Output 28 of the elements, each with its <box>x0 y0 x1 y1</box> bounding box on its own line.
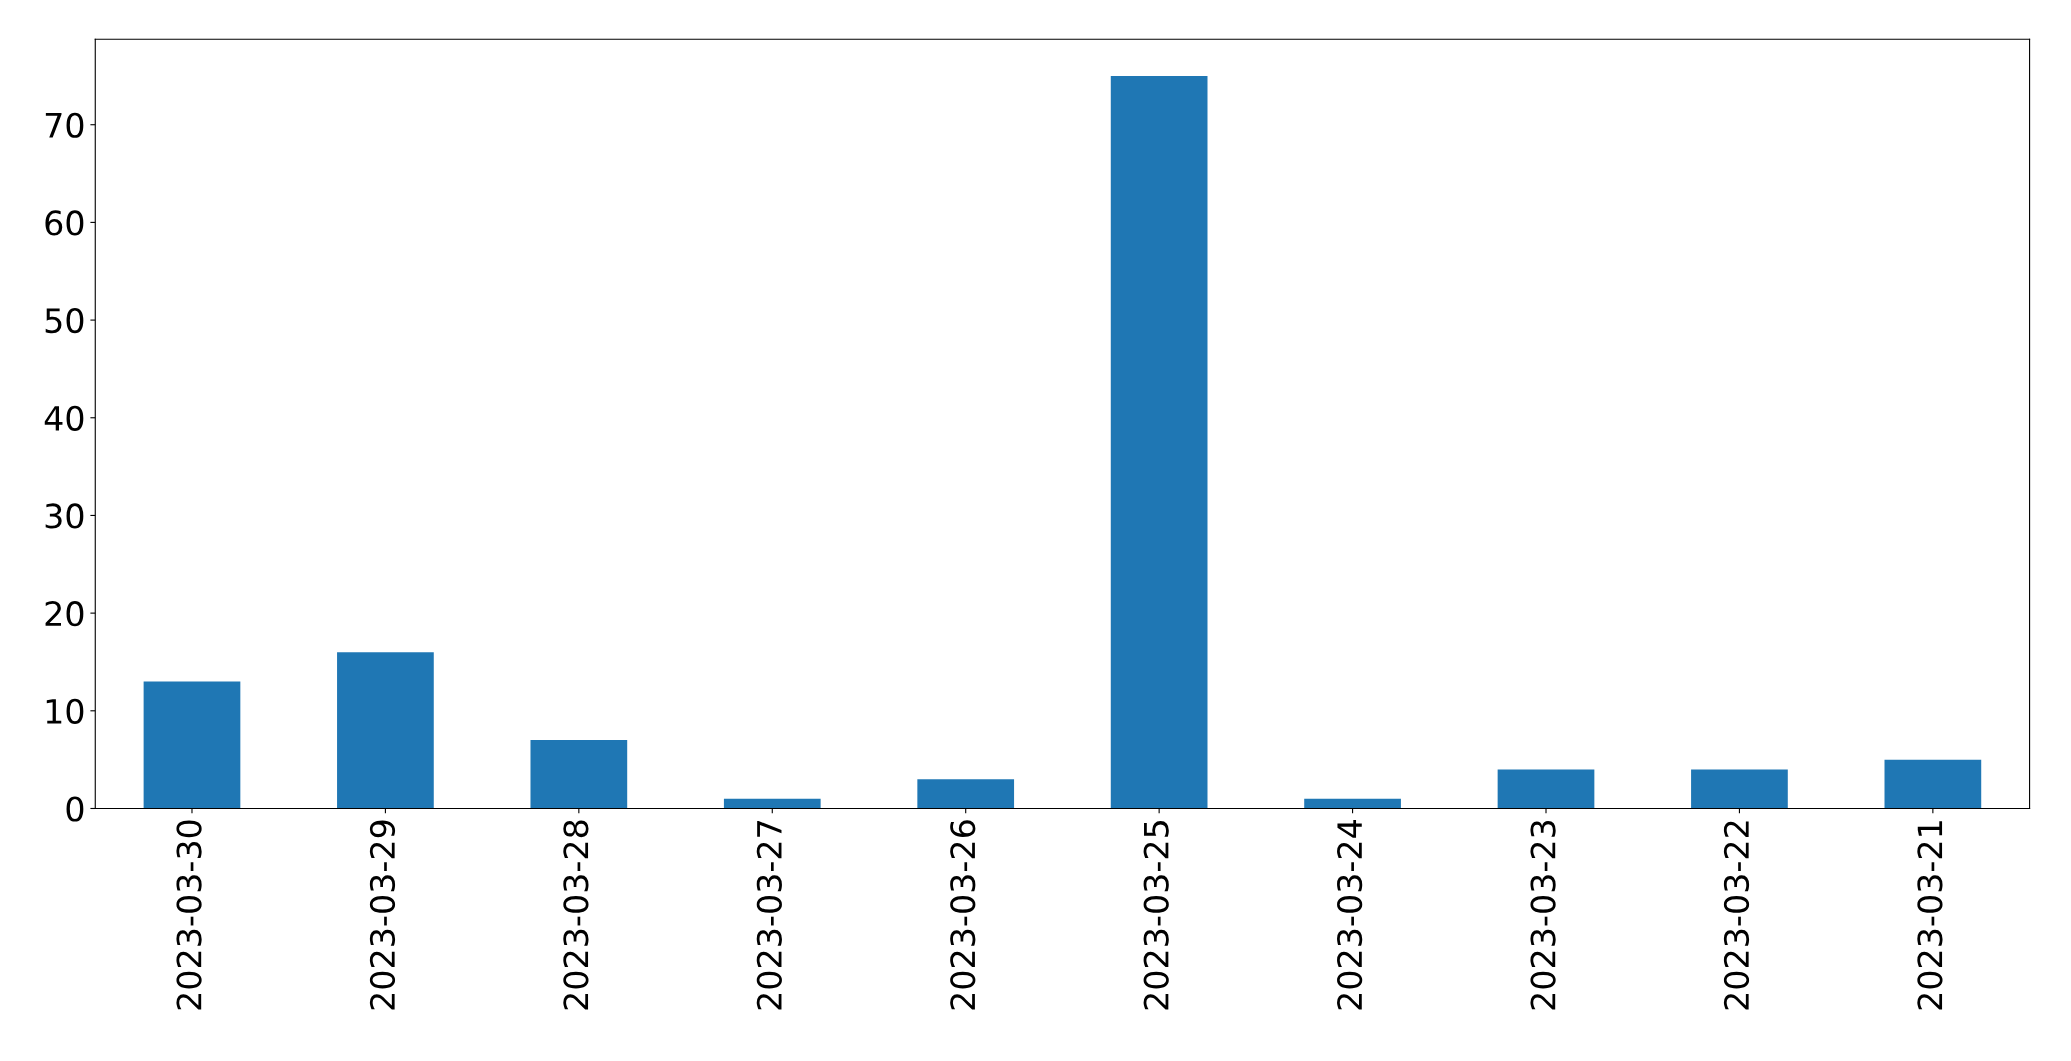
x-tick-label: 2023-03-25 <box>1143 821 1169 1010</box>
y-tick-label: 60 <box>45 210 84 236</box>
bar <box>1304 798 1401 809</box>
bar <box>1110 75 1208 809</box>
y-tick-label: 30 <box>45 503 84 529</box>
x-tick-label: 2023-03-27 <box>756 821 782 1010</box>
x-tick-label: 2023-03-30 <box>176 820 202 1010</box>
bar <box>1691 769 1788 809</box>
y-tick-label: 50 <box>45 308 84 334</box>
bar <box>1497 769 1595 809</box>
bar <box>917 779 1015 809</box>
y-tick-label: 70 <box>45 112 84 138</box>
y-tick-label: 10 <box>46 698 84 724</box>
bar <box>143 681 241 809</box>
bar <box>723 798 821 809</box>
x-tick-label: 2023-03-21 <box>1917 821 1943 1010</box>
x-tick-label: 2023-03-26 <box>950 820 976 1010</box>
bar <box>1884 759 1982 809</box>
bar <box>337 652 434 809</box>
x-tick-label: 2023-03-28 <box>563 820 589 1010</box>
x-tick-label: 2023-03-24 <box>1337 820 1363 1010</box>
y-tick-label: 40 <box>44 405 84 431</box>
bar <box>530 740 628 809</box>
y-tick-label: 0 <box>66 796 84 822</box>
x-tick-label: 2023-03-23 <box>1530 820 1556 1010</box>
x-tick-label: 2023-03-22 <box>1723 821 1750 1010</box>
x-tick-label: 2023-03-29 <box>369 820 396 1010</box>
y-tick-label: 20 <box>45 601 84 627</box>
